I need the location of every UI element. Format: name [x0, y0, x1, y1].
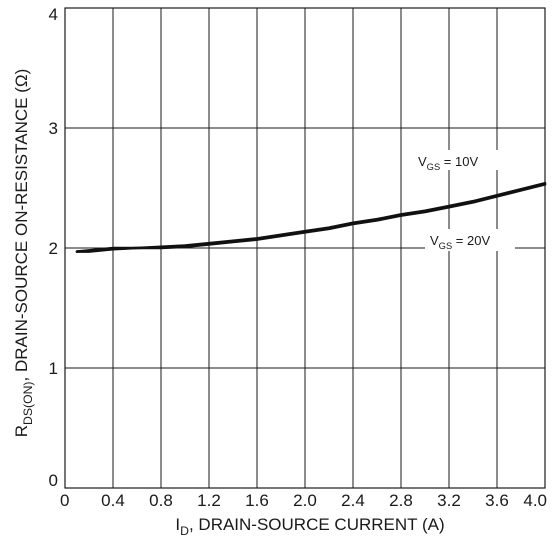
x-tick-labels: 0 0.4 0.8 1.2 1.6 2.0 2.4 2.8 3.2 3.6 4.0 [60, 491, 547, 510]
annotation-bg-20v [425, 229, 515, 251]
x-tick-label: 2.8 [389, 491, 413, 510]
annotation-bg-10v [415, 150, 500, 170]
x-tick-label: 4.0 [523, 491, 547, 510]
series-line-vgs-20v [75, 183, 547, 253]
y-tick-label: 1 [49, 359, 58, 378]
annotation-vgs-10v: VGS = 10V [418, 154, 478, 172]
x-tick-label: 2.4 [341, 491, 365, 510]
y-axis-label: RDS(ON), DRAIN-SOURCE ON-RESISTANCE (Ω) [12, 69, 35, 438]
x-tick-label: 1.2 [197, 491, 221, 510]
x-tick-label: 2.0 [293, 491, 317, 510]
y-tick-label: 3 [49, 119, 58, 138]
x-tick-label: 3.2 [437, 491, 461, 510]
y-tick-label: 2 [49, 239, 58, 258]
x-axis-label: ID, DRAIN-SOURCE CURRENT (A) [175, 515, 444, 538]
annotation-vgs-20v: VGS = 20V [430, 233, 490, 251]
y-tick-labels: 0 1 2 3 4 [49, 5, 58, 490]
plot-frame [64, 7, 546, 489]
x-tick-label: 0.8 [149, 491, 173, 510]
x-tick-label: 1.6 [245, 491, 269, 510]
x-tick-label: 3.6 [485, 491, 509, 510]
series-group [75, 181, 547, 253]
x-tick-label: 0 [60, 491, 69, 510]
y-tick-label: 4 [49, 5, 58, 24]
y-tick-label: 0 [49, 471, 58, 490]
x-tick-label: 0.4 [101, 491, 125, 510]
